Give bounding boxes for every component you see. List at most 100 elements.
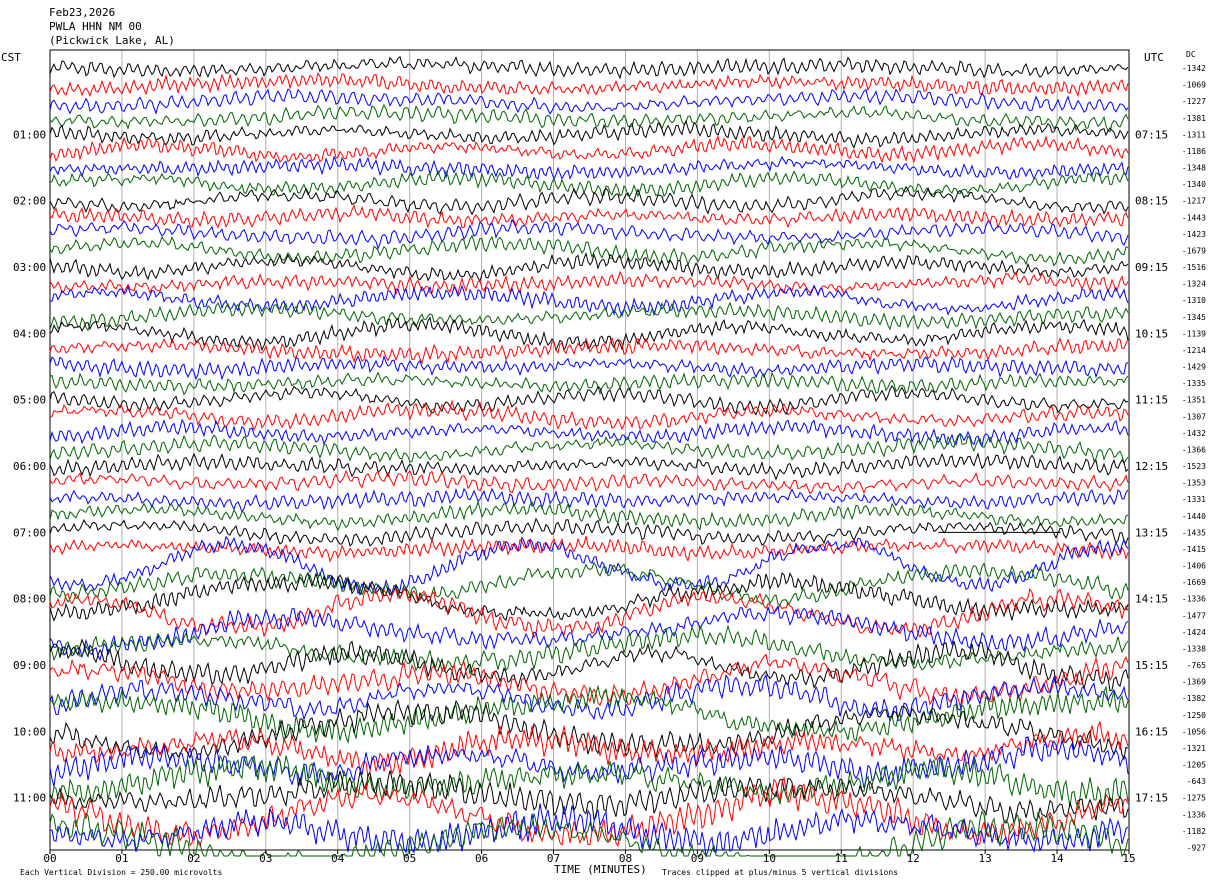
x-tick-label: 05: [403, 852, 416, 865]
x-tick-label: 15: [1122, 852, 1135, 865]
dc-offset-label: -1321: [1182, 744, 1206, 753]
scale-note: Each Vertical Division = 250.00 microvol…: [20, 868, 222, 877]
trace-line: [49, 336, 1129, 365]
header-location: (Pickwick Lake, AL): [49, 34, 175, 47]
trace-line: [49, 500, 1129, 532]
left-hour-label: 06:00: [13, 460, 46, 473]
dc-offset-label: -1335: [1182, 379, 1206, 388]
x-tick-label: 01: [115, 852, 128, 865]
dc-offset-label: -765: [1187, 661, 1206, 670]
trace-line: [49, 469, 1129, 495]
trace-line: [49, 203, 1129, 229]
trace-line: [49, 803, 1129, 858]
trace-line: [49, 88, 1129, 115]
x-tick-label: 06: [475, 852, 488, 865]
dc-offset-label: -1324: [1182, 280, 1206, 289]
dc-offset-label: -927: [1187, 843, 1206, 852]
trace-line: [49, 399, 1129, 432]
dc-offset-label: -1217: [1182, 197, 1206, 206]
dc-label: DC: [1186, 50, 1196, 59]
dc-offset-label: -1435: [1182, 528, 1206, 537]
left-hour-label: 10:00: [13, 725, 46, 738]
x-tick-label: 04: [331, 852, 345, 865]
right-hour-labels: 07:15 08:15 09:15 10:15 11:15 12:15 13:15 14:15…: [1135, 128, 1168, 804]
trace-line: [49, 684, 1129, 744]
dc-offset-label: -1275: [1182, 794, 1206, 803]
header-date: Feb23,2026: [49, 6, 115, 19]
dc-offset-label: -1381: [1182, 114, 1206, 123]
x-tick-label: 08: [619, 852, 632, 865]
left-hour-label: 04:00: [13, 327, 46, 340]
dc-offset-label: -1366: [1182, 445, 1206, 454]
right-hour-label: 13:15: [1135, 526, 1168, 539]
right-hour-label: 17:15: [1135, 792, 1168, 805]
x-tick-label: 14: [1050, 852, 1064, 865]
plot-frame: [49, 49, 1130, 851]
trace-line: [49, 155, 1129, 181]
trace-line: [49, 770, 1129, 825]
left-hour-label: 07:00: [13, 526, 46, 539]
trace-line: [49, 316, 1129, 352]
dc-offset-label: -1069: [1182, 81, 1206, 90]
dc-offset-label: -1351: [1182, 396, 1206, 405]
trace-line: [49, 135, 1129, 164]
trace-line: [49, 810, 1129, 858]
dc-offset-label: -1353: [1182, 479, 1206, 488]
trace-line: [49, 371, 1129, 396]
right-hour-label: 16:15: [1135, 725, 1168, 738]
trace-line: [49, 55, 1129, 80]
dc-offset-label: -1443: [1182, 213, 1206, 222]
trace-line: [49, 517, 1129, 547]
dc-offset-label: -1669: [1182, 578, 1206, 587]
x-tick-label: 10: [763, 852, 776, 865]
dc-offset-label: -1340: [1182, 180, 1206, 189]
trace-line: [49, 119, 1129, 149]
trace-line: [49, 169, 1129, 198]
left-hour-labels: 01:00 02:00 03:00 04:00 05:00 06:00 07:00 08:00…: [13, 128, 46, 804]
trace-line: [49, 433, 1129, 465]
dc-offset-label: -1477: [1182, 611, 1206, 620]
dc-offset-label: -1523: [1182, 462, 1206, 471]
trace-line: [49, 571, 1129, 623]
trace-line: [49, 234, 1129, 267]
trace-line: [49, 270, 1129, 296]
dc-offset-label: -1342: [1182, 64, 1206, 73]
dc-offset-label: -1415: [1182, 545, 1206, 554]
trace-line: [49, 653, 1129, 707]
trace-line: [49, 103, 1129, 133]
left-timezone-label: CST: [1, 51, 21, 64]
dc-offset-label: -1205: [1182, 761, 1206, 770]
x-tick-label: 03: [259, 852, 272, 865]
dc-offset-label: -1382: [1182, 694, 1206, 703]
right-hour-label: 12:15: [1135, 460, 1168, 473]
trace-line: [49, 720, 1129, 778]
dc-offset-label: -1250: [1182, 711, 1206, 720]
seismic-traces: [49, 55, 1129, 858]
trace-line: [49, 605, 1129, 662]
trace-line: [49, 301, 1129, 332]
left-hour-label: 05:00: [13, 394, 46, 407]
dc-offset-label: -1406: [1182, 562, 1206, 571]
right-hour-label: 14:15: [1135, 593, 1168, 606]
dc-offset-label: -1423: [1182, 230, 1206, 239]
left-hour-label: 01:00: [13, 128, 46, 141]
trace-line: [49, 72, 1129, 98]
trace-line: [49, 418, 1129, 448]
dc-offset-label: -1369: [1182, 678, 1206, 687]
trace-line: [49, 698, 1129, 762]
dc-offset-label: -1056: [1182, 727, 1206, 736]
right-timezone-label: UTC: [1144, 51, 1164, 64]
left-hour-label: 02:00: [13, 195, 46, 208]
dc-offset-label: -1440: [1182, 512, 1206, 521]
dc-offset-label: -1331: [1182, 495, 1206, 504]
x-tick-label: 13: [979, 852, 992, 865]
trace-line: [49, 638, 1129, 692]
dc-offset-label: -1338: [1182, 644, 1206, 653]
dc-offset-label: -1227: [1182, 97, 1206, 106]
dc-offset-label: -1348: [1182, 164, 1206, 173]
trace-line: [49, 535, 1129, 598]
clip-note: Traces clipped at plus/minus 5 vertical …: [662, 868, 898, 877]
dc-offset-label: -1310: [1182, 296, 1206, 305]
right-hour-label: 09:15: [1135, 261, 1168, 274]
trace-line: [49, 561, 1129, 606]
